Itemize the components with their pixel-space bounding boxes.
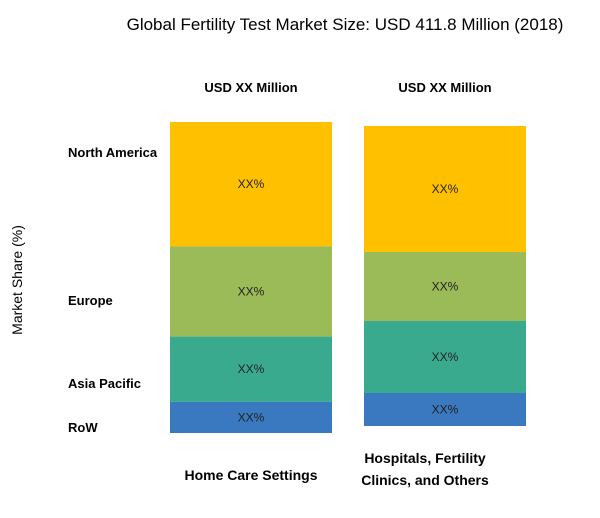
segment-label-0-0: XX% — [238, 177, 265, 191]
bar-segment-0-1 — [170, 246, 332, 337]
region-label-1: Europe — [68, 293, 113, 308]
category-label-0: Home Care Settings — [184, 467, 317, 483]
region-label-0: North America — [68, 145, 158, 160]
bar-header-0: USD XX Million — [204, 80, 297, 95]
bar-segment-0-2 — [170, 336, 332, 402]
segment-label-0-1: XX% — [238, 284, 265, 298]
bar-segment-0-3 — [170, 401, 332, 433]
segment-label-1-1: XX% — [432, 280, 459, 294]
category-label-1: Hospitals, Fertility Clinics, and Others — [361, 450, 489, 488]
bar-segment-1-0 — [364, 126, 526, 252]
bar-segment-1-2 — [364, 321, 526, 393]
segment-label-1-0: XX% — [432, 182, 459, 196]
region-label-2: Asia Pacific — [68, 376, 141, 391]
bar-segment-1-3 — [364, 393, 526, 426]
segment-label-0-3: XX% — [238, 410, 265, 424]
chart-title: Global Fertility Test Market Size: USD 4… — [127, 15, 564, 34]
region-labels: North America Europe Asia Pacific RoW — [68, 145, 158, 435]
bar-header-1: USD XX Million — [398, 80, 491, 95]
segment-label-1-2: XX% — [432, 350, 459, 364]
stacked-bars: USD XX Million XX% XX% XX% XX% Home Care Sett… — [170, 80, 526, 488]
region-label-3: RoW — [68, 420, 98, 435]
segment-label-0-2: XX% — [238, 362, 265, 376]
bar-segment-0-0 — [170, 122, 332, 247]
y-axis-label: Market Share (%) — [9, 225, 25, 335]
bar-segment-1-1 — [364, 252, 526, 321]
segment-label-1-3: XX% — [432, 403, 459, 417]
